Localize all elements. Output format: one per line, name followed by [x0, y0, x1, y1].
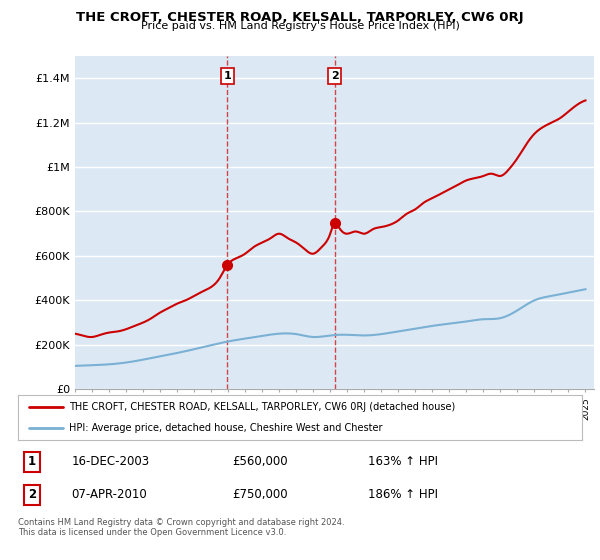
Text: Contains HM Land Registry data © Crown copyright and database right 2024.
This d: Contains HM Land Registry data © Crown c… [18, 518, 344, 538]
Text: 16-DEC-2003: 16-DEC-2003 [71, 455, 150, 468]
Text: 163% ↑ HPI: 163% ↑ HPI [368, 455, 437, 468]
Text: THE CROFT, CHESTER ROAD, KELSALL, TARPORLEY, CW6 0RJ (detached house): THE CROFT, CHESTER ROAD, KELSALL, TARPOR… [69, 402, 455, 412]
Text: 1: 1 [224, 71, 232, 81]
Text: 1: 1 [28, 455, 36, 468]
Text: THE CROFT, CHESTER ROAD, KELSALL, TARPORLEY, CW6 0RJ: THE CROFT, CHESTER ROAD, KELSALL, TARPOR… [76, 11, 524, 24]
Text: 186% ↑ HPI: 186% ↑ HPI [368, 488, 437, 501]
Text: HPI: Average price, detached house, Cheshire West and Chester: HPI: Average price, detached house, Ches… [69, 423, 382, 433]
Text: £750,000: £750,000 [232, 488, 288, 501]
Text: Price paid vs. HM Land Registry's House Price Index (HPI): Price paid vs. HM Land Registry's House … [140, 21, 460, 31]
Text: £560,000: £560,000 [232, 455, 288, 468]
Text: 2: 2 [331, 71, 339, 81]
Text: 2: 2 [28, 488, 36, 501]
Text: 07-APR-2010: 07-APR-2010 [71, 488, 148, 501]
